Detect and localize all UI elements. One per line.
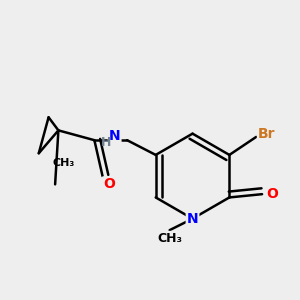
Text: O: O xyxy=(266,187,278,201)
Text: |: | xyxy=(54,166,57,175)
Text: N: N xyxy=(187,212,198,226)
Text: Br: Br xyxy=(258,127,275,141)
Text: N: N xyxy=(109,129,121,143)
Text: H: H xyxy=(100,136,111,149)
Text: CH₃: CH₃ xyxy=(157,232,182,245)
Text: O: O xyxy=(103,177,115,191)
Text: CH₃: CH₃ xyxy=(52,158,74,168)
